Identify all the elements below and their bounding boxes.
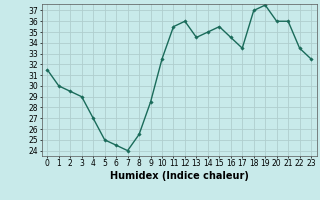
X-axis label: Humidex (Indice chaleur): Humidex (Indice chaleur) [110, 171, 249, 181]
